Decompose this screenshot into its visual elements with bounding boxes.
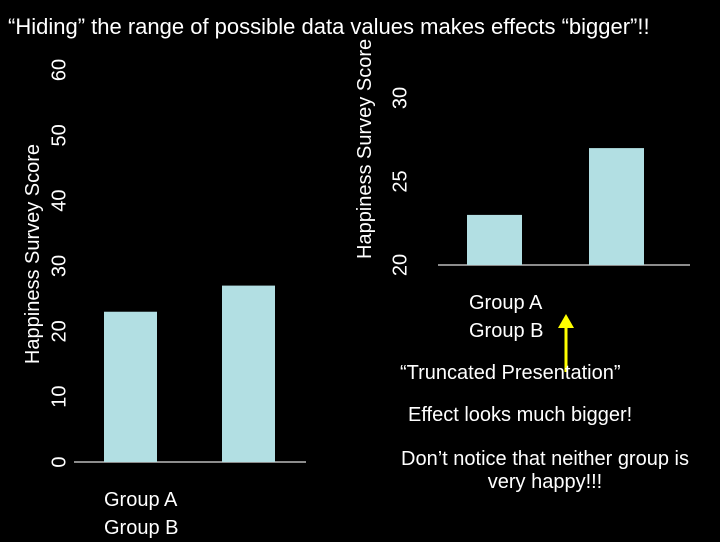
right-category-label-b: Group B — [469, 320, 544, 342]
left-y-tick-label: 10 — [48, 386, 70, 408]
left-bar-group-b — [222, 285, 275, 462]
left-y-tick-label: 0 — [48, 456, 70, 467]
right-y-tick-label: 30 — [389, 87, 411, 109]
left-y-tick-label: 60 — [48, 59, 70, 81]
arrow-head — [558, 314, 574, 328]
right-y-tick-label: 25 — [389, 170, 411, 192]
effect-bigger-note: Effect looks much bigger! — [408, 404, 633, 426]
left-category-label-a: Group A — [104, 489, 178, 511]
right-bar-group-b — [589, 148, 644, 265]
truncated-presentation-note: “Truncated Presentation” — [400, 362, 621, 384]
dont-notice-note: Don’t notice that neither group is very … — [401, 448, 689, 493]
right-category-label-a: Group A — [469, 292, 543, 314]
left-y-tick-label: 30 — [48, 255, 70, 277]
left-bar-group-a — [104, 311, 157, 462]
left-category-label-b: Group B — [104, 517, 179, 539]
left-y-tick-label: 50 — [48, 124, 70, 146]
slide-title: “Hiding” the range of possible data valu… — [8, 14, 650, 39]
right-y-tick-label: 20 — [389, 254, 411, 276]
left-y-tick-label: 20 — [48, 320, 70, 342]
left-y-tick-label: 40 — [48, 190, 70, 212]
right-bar-group-a — [467, 214, 522, 265]
left-chart-category-labels: Group A Group B — [104, 486, 178, 542]
right-chart-category-labels: Group A Group B — [469, 289, 543, 345]
